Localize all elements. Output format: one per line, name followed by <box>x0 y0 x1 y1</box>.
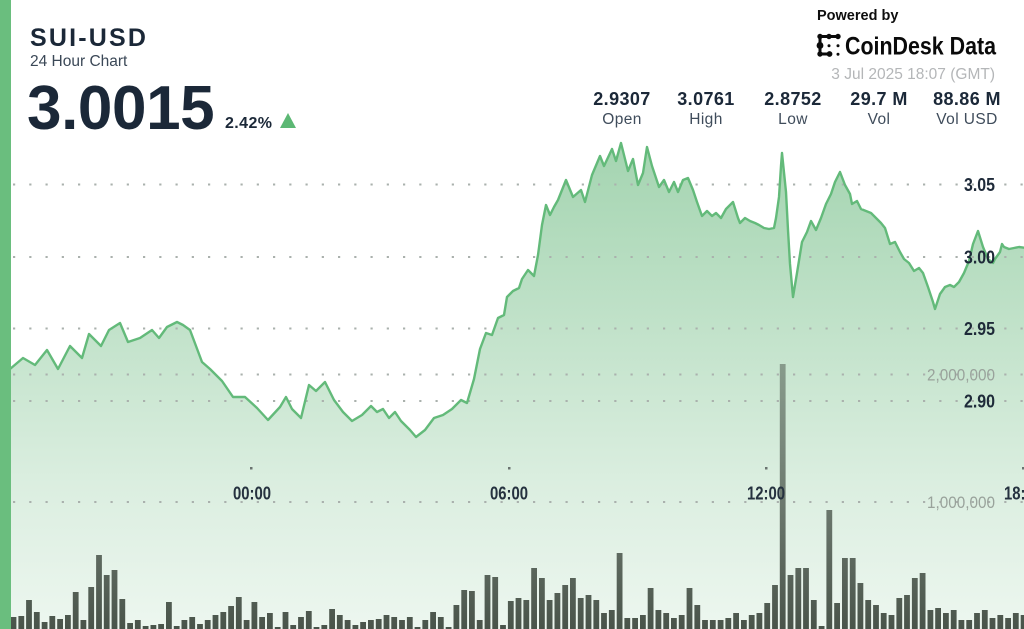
svg-text:2,000,000: 2,000,000 <box>927 366 995 385</box>
svg-text:1,000,000: 1,000,000 <box>927 493 995 512</box>
svg-text:3.00: 3.00 <box>964 248 995 268</box>
svg-text:00:00: 00:00 <box>233 484 271 504</box>
svg-text:CoinDesk Data: CoinDesk Data <box>845 33 997 61</box>
svg-text:2.95: 2.95 <box>964 319 995 339</box>
svg-text:3.05: 3.05 <box>964 175 995 195</box>
svg-text:2.90: 2.90 <box>964 392 995 412</box>
svg-text:06:00: 06:00 <box>490 484 528 504</box>
svg-text:18:00: 18:00 <box>1004 484 1024 504</box>
svg-text:12:00: 12:00 <box>747 484 785 504</box>
